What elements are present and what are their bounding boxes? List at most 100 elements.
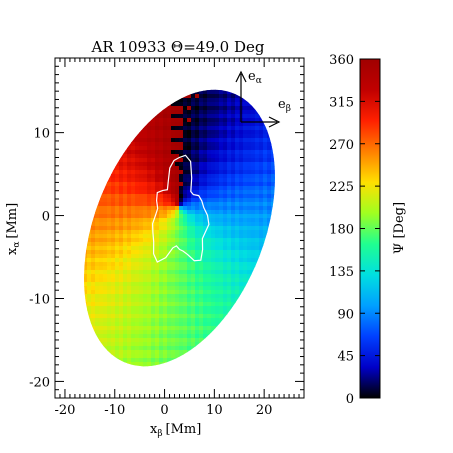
heatmap-cell (175, 206, 180, 211)
heatmap-cell (63, 206, 68, 211)
heatmap-cell (139, 234, 144, 239)
heatmap-cell (99, 230, 104, 235)
heatmap-cell (99, 326, 104, 331)
heatmap-cell (131, 374, 136, 379)
heatmap-cell (279, 62, 284, 67)
heatmap-cell (155, 318, 160, 323)
heatmap-cell (191, 174, 196, 179)
heatmap-cell (243, 286, 248, 291)
heatmap-cell (119, 222, 124, 227)
heatmap-cell (247, 346, 252, 351)
heatmap-cell (147, 82, 152, 87)
heatmap-cell (107, 262, 112, 267)
heatmap-cell (155, 82, 160, 87)
heatmap-cell (279, 338, 284, 343)
heatmap-cell (247, 162, 252, 167)
heatmap-cell (175, 194, 180, 199)
heatmap-cell (71, 94, 76, 99)
heatmap-cell (215, 342, 220, 347)
heatmap-cell (295, 178, 300, 183)
heatmap-cell (207, 342, 212, 347)
heatmap-cell (147, 194, 152, 199)
heatmap-cell (179, 110, 184, 115)
heatmap-cell (215, 166, 220, 171)
heatmap-cell (99, 366, 104, 371)
heatmap-cell (79, 370, 84, 375)
heatmap-cell (163, 186, 168, 191)
heatmap-cell (75, 170, 80, 175)
heatmap-cell (295, 226, 300, 231)
heatmap-cell (143, 250, 148, 255)
heatmap-cell (239, 174, 244, 179)
heatmap-cell (115, 238, 120, 243)
heatmap-cell (91, 126, 96, 131)
heatmap-cell (87, 82, 92, 87)
heatmap-cell (123, 194, 128, 199)
heatmap-cell (67, 70, 72, 75)
heatmap-cell (207, 122, 212, 127)
heatmap-cell (215, 122, 220, 127)
heatmap-cell (151, 314, 156, 319)
heatmap-cell (139, 294, 144, 299)
heatmap-cell (215, 274, 220, 279)
heatmap-cell (203, 98, 208, 103)
heatmap-cell (131, 350, 136, 355)
heatmap-cell (71, 82, 76, 87)
heatmap-cell (123, 126, 128, 131)
heatmap-cell (127, 230, 132, 235)
heatmap-cell (155, 61, 160, 63)
heatmap-cell (111, 210, 116, 215)
heatmap-cell (67, 170, 72, 175)
heatmap-cell (91, 362, 96, 367)
heatmap-cell (187, 290, 192, 295)
heatmap-cell (227, 346, 232, 351)
heatmap-cell (211, 222, 216, 227)
heatmap-cell (175, 202, 180, 207)
heatmap-cell (219, 210, 224, 215)
heatmap-cell (59, 310, 64, 315)
heatmap-cell (263, 234, 268, 239)
heatmap-cell (63, 278, 68, 283)
heatmap-cell (231, 258, 236, 263)
heatmap-cell (191, 222, 196, 227)
heatmap-cell (183, 210, 188, 215)
heatmap-cell (295, 234, 300, 239)
heatmap-cell (271, 70, 276, 75)
heatmap-cell (243, 354, 248, 359)
heatmap-cell (79, 314, 84, 319)
heatmap-cell (231, 370, 236, 375)
heatmap-cell (183, 186, 188, 191)
heatmap-cell (211, 158, 216, 163)
heatmap-cell (99, 238, 104, 243)
heatmap-cell (259, 358, 264, 363)
heatmap-cell (247, 182, 252, 187)
heatmap-cell (287, 142, 292, 147)
heatmap-cell (195, 134, 200, 139)
heatmap-cell (219, 82, 224, 87)
heatmap-cell (235, 150, 240, 155)
heatmap-cell (295, 314, 300, 319)
heatmap-cell (147, 302, 152, 307)
heatmap-cell (63, 222, 68, 227)
heatmap-cell (163, 90, 168, 95)
heatmap-cell (191, 166, 196, 171)
heatmap-cell (163, 218, 168, 223)
heatmap-cell (127, 62, 132, 67)
heatmap-cell (155, 254, 160, 259)
heatmap-cell (119, 162, 124, 167)
heatmap-cell (175, 266, 180, 271)
heatmap-cell (295, 158, 300, 163)
heatmap-cell (179, 254, 184, 259)
heatmap-cell (87, 230, 92, 235)
heatmap-cell (87, 170, 92, 175)
heatmap-cell (71, 294, 76, 299)
heatmap-cell (131, 318, 136, 323)
heatmap-cell (79, 318, 84, 323)
heatmap-cell (239, 170, 244, 175)
heatmap-cell (251, 102, 256, 107)
heatmap-cell (231, 122, 236, 127)
heatmap-cell (131, 322, 136, 327)
heatmap-cell (147, 342, 152, 347)
heatmap-cell (127, 118, 132, 123)
heatmap-cell (255, 262, 260, 267)
